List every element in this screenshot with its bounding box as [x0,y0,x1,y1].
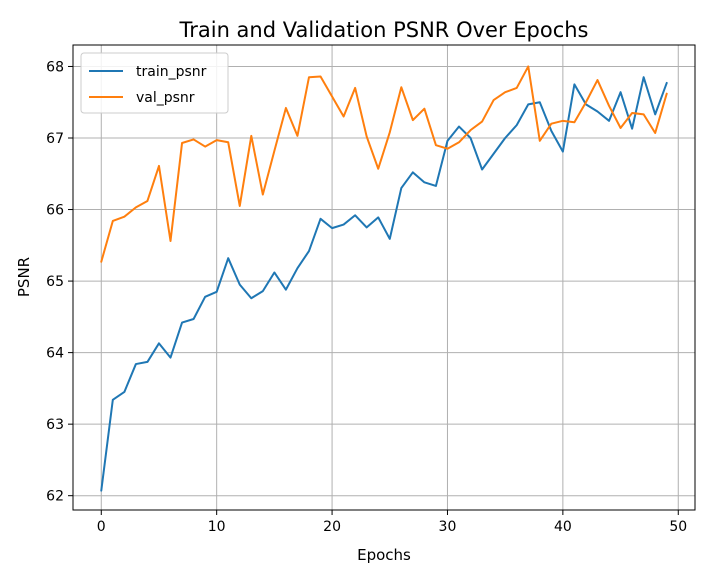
axis-ticks: 0 10 20 30 40 50 62 63 64 65 66 67 68 [46,59,687,535]
y-tick-label: 67 [46,131,64,147]
legend-label-train-psnr: train_psnr [136,64,207,80]
x-tick-label: 20 [323,519,341,535]
y-tick-label: 65 [46,274,64,290]
x-tick-label: 30 [439,519,457,535]
series-line-val-psnr [100,65,668,263]
y-tick-label: 63 [46,417,64,433]
y-axis-label: PSNR [15,257,33,297]
x-tick-label: 0 [97,519,106,535]
y-tick-label: 66 [46,203,64,219]
series-layer [100,65,668,492]
x-axis-label: Epochs [357,546,411,564]
y-tick-label: 62 [46,489,64,505]
series-line-train-psnr [100,76,668,492]
legend: train_psnr val_psnr [80,52,229,114]
plot-frame [72,44,696,511]
x-tick-label: 10 [208,519,226,535]
y-tick-label: 64 [46,346,64,362]
y-tick-label: 68 [46,59,64,75]
legend-label-val-psnr: val_psnr [136,90,195,106]
x-tick-label: 50 [669,519,687,535]
chart-title: Train and Validation PSNR Over Epochs [178,18,588,42]
x-tick-label: 40 [554,519,572,535]
grid-lines [73,45,695,510]
